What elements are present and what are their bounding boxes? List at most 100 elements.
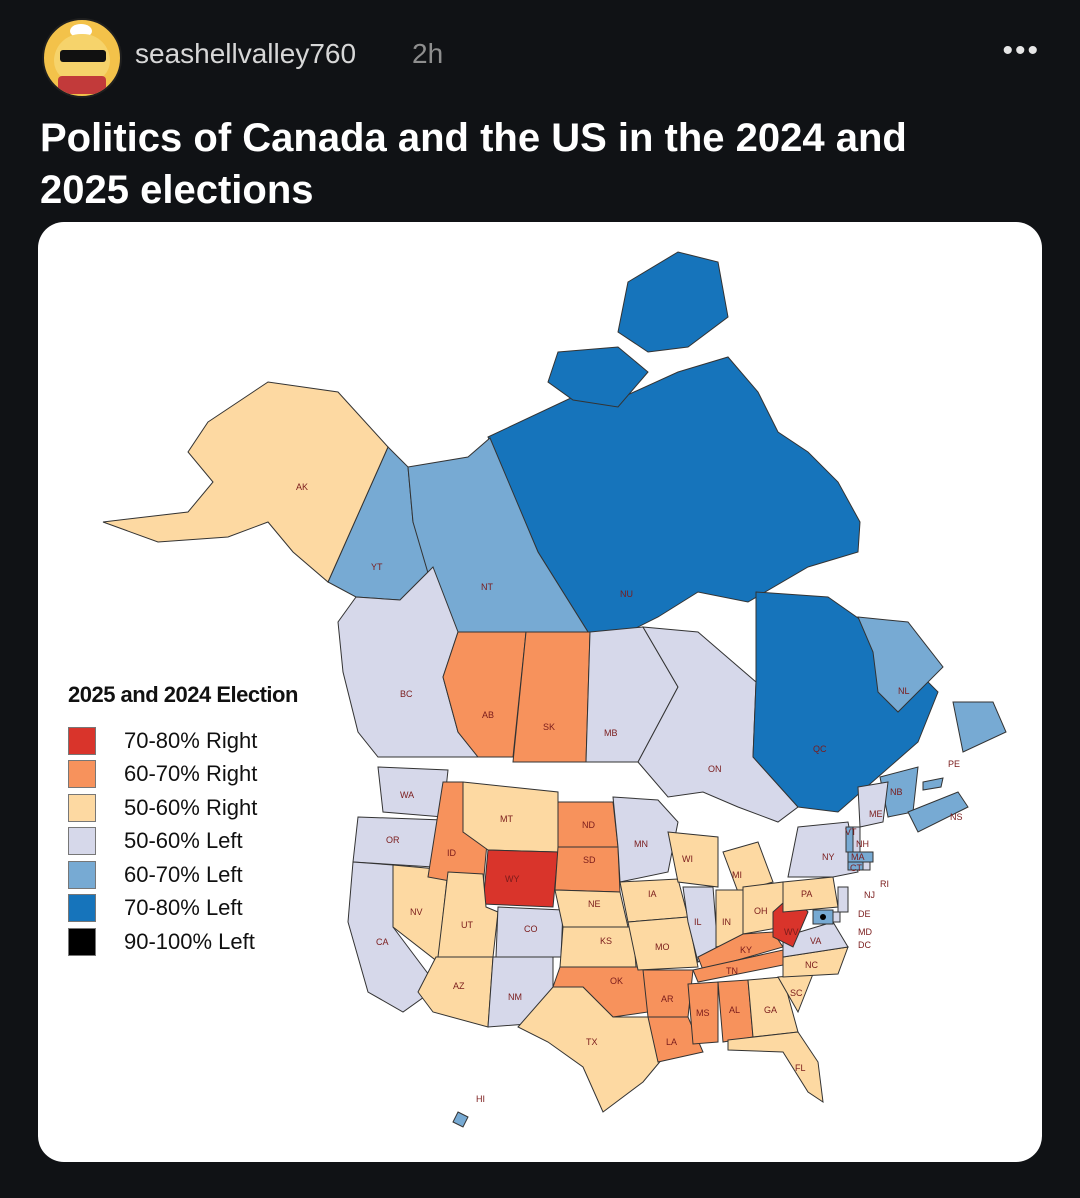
region-NY	[787, 821, 859, 878]
legend-item: 50-60% Right	[68, 791, 298, 825]
region-HI	[452, 1111, 469, 1128]
region-MN	[612, 796, 679, 883]
label-PA: PA	[801, 889, 812, 899]
label-WI: WI	[682, 854, 693, 864]
label-NV: NV	[410, 907, 423, 917]
avatar-scarf	[58, 76, 106, 94]
label-RI: RI	[880, 879, 889, 889]
legend-swatch	[68, 927, 96, 956]
legend-swatch	[68, 860, 96, 889]
label-NY: NY	[822, 852, 835, 862]
label-NL: NL	[898, 686, 910, 696]
label-SK: SK	[543, 722, 555, 732]
label-AZ: AZ	[453, 981, 465, 991]
label-QC: QC	[813, 744, 827, 754]
label-BC: BC	[400, 689, 413, 699]
label-NB: NB	[890, 787, 903, 797]
region-labels: AK YT NT NU BC AB SK MB ON QC NL NB PE N…	[296, 482, 963, 1104]
legend-label: 70-80% Left	[124, 895, 243, 921]
label-MO: MO	[655, 942, 670, 952]
label-NS: NS	[950, 812, 963, 822]
region-NJ	[837, 886, 849, 913]
label-MT: MT	[500, 814, 513, 824]
label-NC: NC	[805, 960, 818, 970]
region-IA	[619, 878, 689, 923]
label-MA: MA	[851, 852, 865, 862]
post-time: 2h	[412, 38, 444, 69]
legend-label: 50-60% Right	[124, 794, 258, 820]
region-DC	[820, 914, 826, 920]
username[interactable]: seashellvalley760	[135, 38, 357, 69]
label-IL: IL	[694, 917, 702, 927]
label-VA: VA	[810, 936, 821, 946]
region-MI	[722, 841, 774, 893]
label-OR: OR	[386, 835, 400, 845]
label-MB: MB	[604, 728, 618, 738]
ellipsis-icon[interactable]: •••	[1002, 34, 1040, 67]
map-legend: 2025 and 2024 Election 70-80% Right 60-7…	[68, 682, 298, 959]
legend-item: 60-70% Left	[68, 858, 298, 892]
label-DC: DC	[858, 940, 871, 950]
legend-item: 50-60% Left	[68, 825, 298, 859]
label-IA: IA	[648, 889, 657, 899]
legend-label: 60-70% Left	[124, 861, 243, 887]
label-VT: VT	[845, 827, 857, 837]
region-MA	[847, 851, 874, 863]
region-SD	[554, 846, 621, 893]
label-NM: NM	[508, 992, 522, 1002]
region-ON	[637, 626, 799, 823]
legend-label: 50-60% Left	[124, 828, 243, 854]
label-YT: YT	[371, 562, 383, 572]
label-CT: CT	[850, 863, 862, 873]
label-FL: FL	[795, 1063, 806, 1073]
map-image-card[interactable]: AK YT NT NU BC AB SK MB ON QC NL NB PE N…	[38, 222, 1042, 1162]
label-AR: AR	[661, 994, 674, 1004]
label-CO: CO	[524, 924, 538, 934]
label-WA: WA	[400, 790, 414, 800]
region-MS	[687, 981, 719, 1045]
region-AZ	[417, 956, 494, 1028]
label-MN: MN	[634, 839, 648, 849]
region-VA	[782, 921, 849, 958]
legend-swatch	[68, 827, 96, 856]
region-FL	[727, 1031, 824, 1104]
label-TN: TN	[726, 966, 738, 976]
label-NU: NU	[620, 589, 633, 599]
avatar[interactable]	[42, 18, 122, 98]
label-ND: ND	[582, 820, 595, 830]
label-SD: SD	[583, 855, 596, 865]
region-RI	[862, 861, 871, 871]
legend-swatch	[68, 894, 96, 923]
legend-item: 70-80% Right	[68, 724, 298, 758]
label-WV: WV	[784, 927, 799, 937]
label-NE: NE	[588, 899, 601, 909]
label-GA: GA	[764, 1005, 777, 1015]
region-LA	[647, 1016, 704, 1063]
label-ME: ME	[869, 809, 883, 819]
region-ME	[857, 781, 889, 828]
label-MS: MS	[696, 1008, 710, 1018]
region-DE	[832, 911, 841, 923]
legend-item: 70-80% Left	[68, 892, 298, 926]
legend-item: 60-70% Right	[68, 758, 298, 792]
label-CA: CA	[376, 937, 389, 947]
label-PE: PE	[948, 759, 960, 769]
label-ID: ID	[447, 848, 457, 858]
label-DE: DE	[858, 909, 871, 919]
region-NL-island	[952, 701, 1007, 753]
region-NU-islands-2	[547, 346, 649, 408]
label-MD: MD	[858, 927, 872, 937]
label-KS: KS	[600, 936, 612, 946]
label-AB: AB	[482, 710, 494, 720]
label-SC: SC	[790, 988, 803, 998]
legend-label: 70-80% Right	[124, 727, 258, 753]
legend-label: 90-100% Left	[124, 928, 255, 954]
region-SK	[512, 631, 591, 763]
region-KS	[559, 926, 637, 968]
legend-swatch	[68, 793, 96, 822]
label-UT: UT	[461, 920, 473, 930]
region-WI	[667, 831, 719, 888]
election-map: AK YT NT NU BC AB SK MB ON QC NL NB PE N…	[102, 251, 1007, 1128]
legend-item: 90-100% Left	[68, 925, 298, 959]
label-NH: NH	[856, 839, 869, 849]
